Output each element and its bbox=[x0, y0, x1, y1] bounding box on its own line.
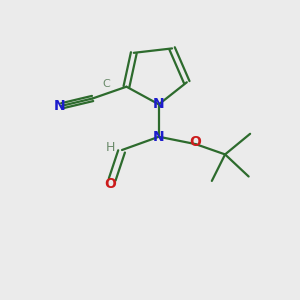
Text: N: N bbox=[153, 130, 165, 144]
Text: C: C bbox=[103, 79, 110, 89]
Text: O: O bbox=[190, 135, 202, 149]
Text: N: N bbox=[153, 98, 165, 111]
Text: O: O bbox=[104, 177, 116, 191]
Text: N: N bbox=[53, 99, 65, 113]
Text: H: H bbox=[106, 141, 116, 154]
